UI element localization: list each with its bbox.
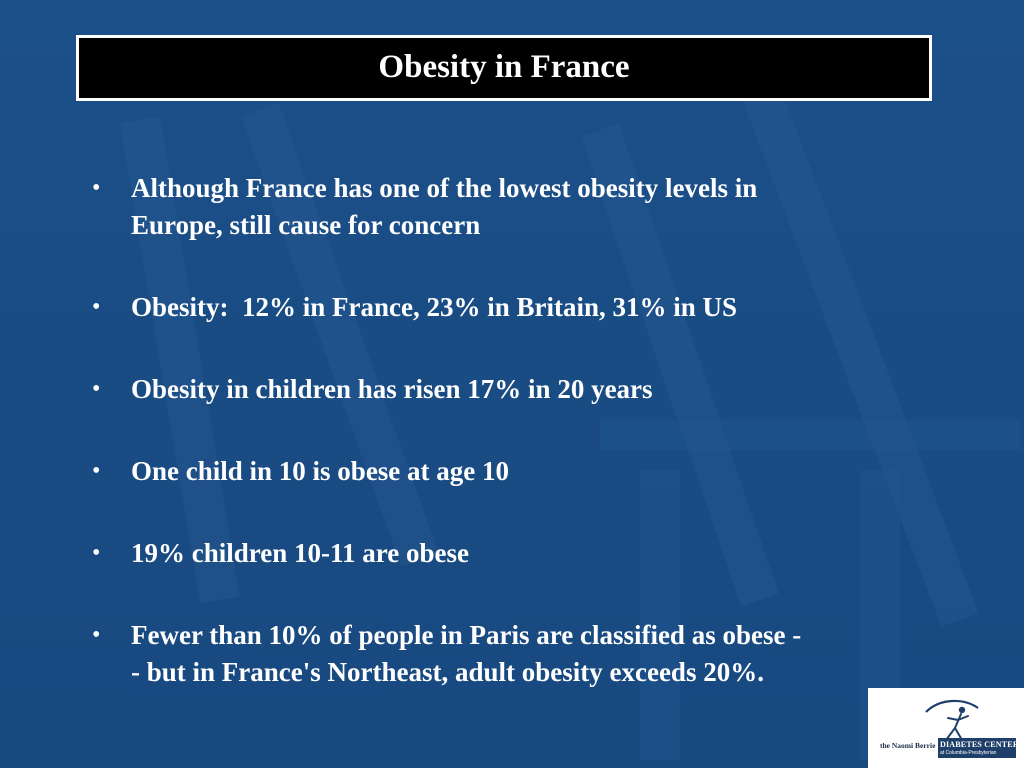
title-bar: Obesity in France <box>76 35 932 101</box>
logo-name-text: DIABETES CENTER <box>940 740 1019 749</box>
bullet-line: Fewer than 10% of people in Paris are cl… <box>131 620 802 650</box>
bullet-icon: • <box>92 294 101 320</box>
bullet-line: Obesity in children has risen 17% in 20 … <box>131 374 653 404</box>
bullet-item-3: • Obesity in children has risen 17% in 2… <box>92 371 992 408</box>
bullet-line: Although France has one of the lowest ob… <box>131 173 758 203</box>
bullet-list: • Although France has one of the lowest … <box>92 170 992 736</box>
bullet-item-6: • Fewer than 10% of people in Paris are … <box>92 617 992 691</box>
bullet-line: - but in France's Northeast, adult obesi… <box>131 657 764 687</box>
bullet-line: Obesity: 12% in France, 23% in Britain, … <box>131 292 738 322</box>
runner-figure-icon <box>925 699 979 741</box>
bullet-icon: • <box>92 175 101 201</box>
bullet-item-2: • Obesity: 12% in France, 23% in Britain… <box>92 289 992 326</box>
bullet-icon: • <box>92 540 101 566</box>
diabetes-center-logo: the Naomi Berrie DIABETES CENTER at Colu… <box>868 688 1024 768</box>
bullet-icon: • <box>92 622 101 648</box>
logo-band <box>938 738 1016 758</box>
bullet-icon: • <box>92 458 101 484</box>
bullet-line: 19% children 10-11 are obese <box>131 538 469 568</box>
bullet-item-4: • One child in 10 is obese at age 10 <box>92 453 992 490</box>
bullet-icon: • <box>92 376 101 402</box>
logo-prefix-text: the Naomi Berrie <box>880 741 936 750</box>
bullet-line: One child in 10 is obese at age 10 <box>131 456 510 486</box>
slide-title: Obesity in France <box>378 48 630 85</box>
bullet-item-1: • Although France has one of the lowest … <box>92 170 992 244</box>
bullet-line: Europe, still cause for concern <box>131 210 481 240</box>
bullet-item-5: • 19% children 10-11 are obese <box>92 535 992 572</box>
logo-subtitle-text: at Columbia-Presbyterian <box>940 750 997 756</box>
